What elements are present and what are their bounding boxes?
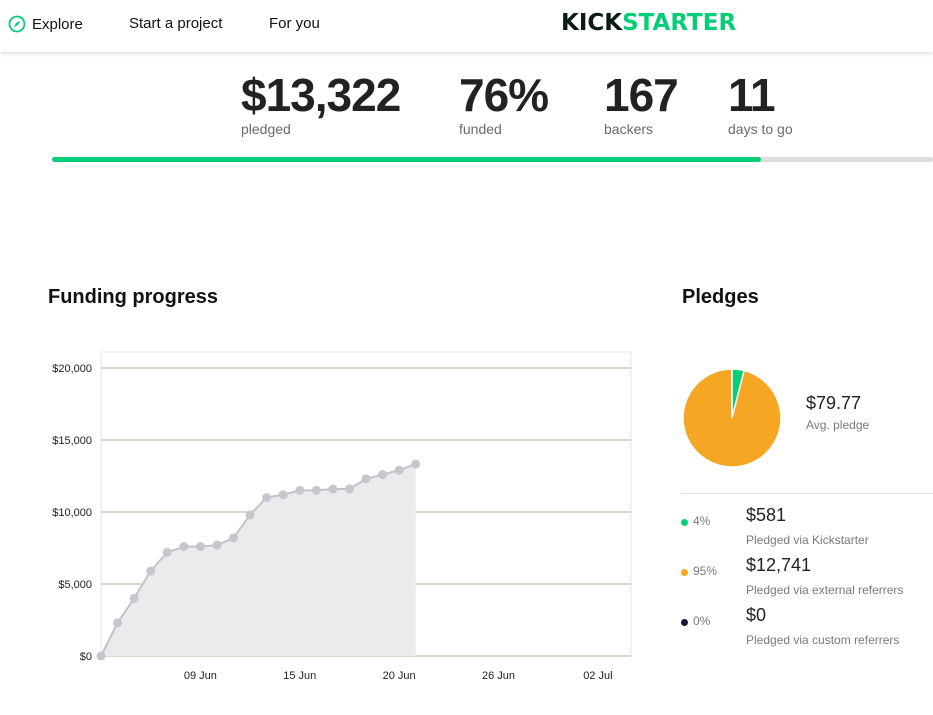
funding-point: [146, 566, 156, 576]
funding-progress-fill: [52, 157, 762, 162]
funding-point: [129, 593, 139, 603]
x-tick-label: 09 Jun: [184, 670, 217, 682]
funding-progress-chart: $0 $5,000 $10,000 $15,000 $20,000 09 Jun 15 Ju…: [52, 351, 632, 682]
funded-label: funded: [459, 121, 502, 137]
for-you-link[interactable]: For you: [269, 15, 320, 32]
pledge-source-pie-chart: [682, 368, 782, 468]
stat-backers: 167 backers: [604, 69, 679, 137]
x-tick-label: 15 Jun: [283, 670, 316, 682]
funding-point: [311, 485, 321, 495]
external-dot: [681, 569, 688, 576]
breakdown-pct: 0%: [693, 614, 711, 628]
funding-point: [361, 474, 371, 484]
funding-point: [162, 547, 172, 557]
funding-progress-title: Funding progress: [48, 286, 218, 308]
funding-point: [229, 533, 238, 543]
funding-point: [328, 484, 338, 494]
y-tick-label: $0: [80, 651, 92, 663]
backers-value: 167: [604, 69, 679, 121]
funding-point: [278, 490, 288, 500]
logo-starter: STARTER: [622, 10, 737, 36]
stat-pledged: $13,322 pledged: [241, 69, 401, 137]
funded-value: 76%: [459, 69, 549, 121]
days-label: days to go: [728, 121, 793, 137]
pledged-value: $13,322: [241, 69, 401, 121]
breakdown-pct: 4%: [693, 514, 711, 528]
stat-days-to-go: 11 days to go: [728, 70, 793, 137]
funding-point: [262, 493, 272, 503]
explore-link[interactable]: Explore: [8, 15, 83, 33]
pledges-divider: [681, 493, 933, 494]
y-tick-label: $15,000: [52, 435, 92, 447]
breakdown-amount: $0: [746, 605, 767, 625]
breakdown-desc: Pledged via external referrers: [746, 583, 904, 597]
y-tick-label: $10,000: [52, 507, 92, 519]
kickstarter-dot: [681, 519, 688, 526]
breakdown-desc: Pledged via custom referrers: [746, 633, 900, 647]
funding-point: [344, 484, 354, 494]
custom-dot: [681, 619, 688, 626]
y-tick-label: $5,000: [58, 579, 92, 591]
y-tick-label: $20,000: [52, 363, 92, 375]
pledged-label: pledged: [241, 121, 291, 137]
compass-icon: [8, 15, 26, 33]
funding-point: [179, 542, 189, 552]
x-tick-label: 02 Jul: [583, 670, 612, 682]
breakdown-amount: $12,741: [746, 555, 812, 575]
days-value: 11: [728, 69, 776, 121]
pledges-title: Pledges: [682, 286, 759, 308]
x-tick-label: 26 Jun: [482, 670, 515, 682]
top-navigation: Explore Start a project For you KICKSTAR…: [0, 0, 933, 52]
pie-slice: [682, 368, 782, 468]
logo-kick: KICK: [561, 10, 623, 36]
breakdown-desc: Pledged via Kickstarter: [746, 533, 869, 547]
avg-pledge-label: Avg. pledge: [806, 418, 870, 432]
funding-area-fill: [101, 464, 416, 656]
backers-label: backers: [604, 121, 654, 137]
funding-point: [195, 542, 205, 552]
funding-point: [245, 510, 255, 520]
funding-point: [411, 459, 421, 469]
funding-point: [394, 465, 404, 475]
funding-point: [212, 540, 222, 550]
funding-point: [96, 651, 106, 661]
x-tick-label: 20 Jun: [383, 670, 416, 682]
kickstarter-logo[interactable]: KICKSTARTER: [561, 10, 736, 36]
funding-point: [378, 470, 388, 480]
funding-point: [295, 485, 305, 495]
funding-progress-bar: [52, 157, 933, 162]
avg-pledge-value: $79.77: [806, 393, 862, 413]
funding-point: [113, 618, 123, 628]
breakdown-pct: 95%: [693, 564, 718, 578]
stat-funded: 76% funded: [459, 69, 549, 137]
start-project-link[interactable]: Start a project: [129, 15, 223, 32]
explore-label: Explore: [32, 15, 83, 33]
breakdown-amount: $581: [746, 505, 787, 525]
